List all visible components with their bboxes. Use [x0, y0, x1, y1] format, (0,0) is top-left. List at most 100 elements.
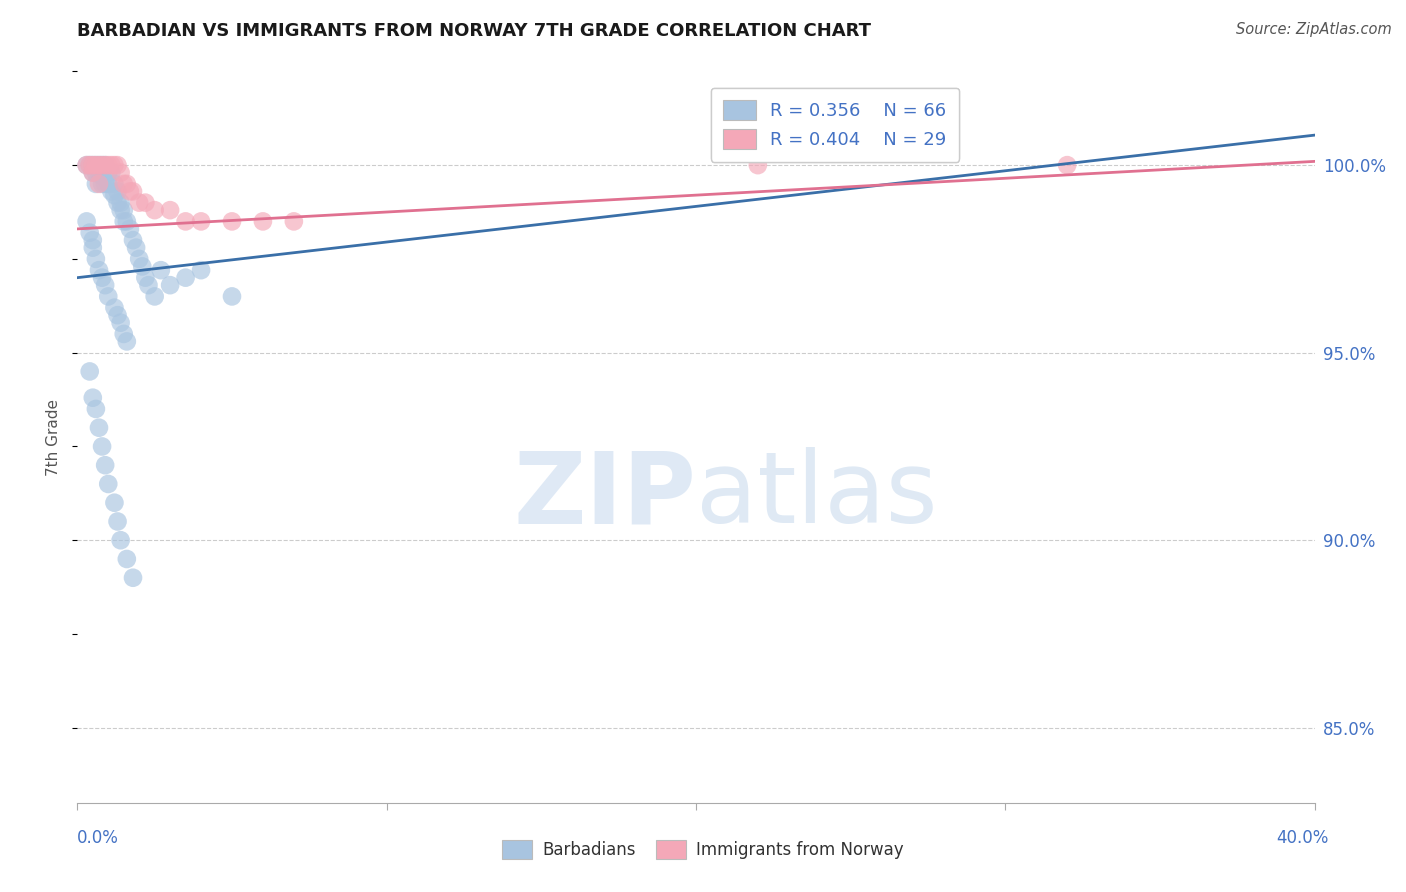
Text: BARBADIAN VS IMMIGRANTS FROM NORWAY 7TH GRADE CORRELATION CHART: BARBADIAN VS IMMIGRANTS FROM NORWAY 7TH … — [77, 22, 872, 40]
Point — [112, 214, 135, 228]
Point — [100, 185, 122, 199]
Point — [149, 263, 172, 277]
Point — [79, 226, 101, 240]
Point — [107, 158, 129, 172]
Point — [84, 252, 107, 266]
Text: atlas: atlas — [696, 447, 938, 544]
Point — [122, 571, 145, 585]
Point — [143, 203, 166, 218]
Point — [79, 158, 101, 172]
Point — [91, 270, 114, 285]
Text: 0.0%: 0.0% — [77, 829, 120, 847]
Point — [122, 233, 145, 247]
Point — [84, 401, 107, 416]
Point — [103, 158, 125, 172]
Point — [87, 420, 110, 434]
Point — [118, 222, 141, 236]
Point — [84, 158, 107, 172]
Point — [103, 177, 125, 191]
Point — [94, 177, 117, 191]
Text: 40.0%: 40.0% — [1277, 829, 1329, 847]
Point — [131, 260, 153, 274]
Point — [103, 496, 125, 510]
Legend: Barbadians, Immigrants from Norway: Barbadians, Immigrants from Norway — [496, 834, 910, 866]
Point — [87, 158, 110, 172]
Point — [221, 289, 243, 303]
Point — [82, 241, 104, 255]
Point — [94, 158, 117, 172]
Point — [97, 177, 120, 191]
Point — [159, 203, 181, 218]
Point — [283, 214, 305, 228]
Point — [110, 203, 132, 218]
Point — [97, 158, 120, 172]
Point — [84, 166, 107, 180]
Point — [94, 458, 117, 473]
Point — [221, 214, 243, 228]
Point — [115, 334, 138, 349]
Point — [87, 158, 110, 172]
Point — [84, 177, 107, 191]
Point — [91, 440, 114, 454]
Point — [76, 158, 98, 172]
Point — [87, 263, 110, 277]
Point — [107, 515, 129, 529]
Point — [76, 158, 98, 172]
Point — [110, 316, 132, 330]
Point — [107, 185, 129, 199]
Point — [138, 278, 160, 293]
Point — [134, 195, 156, 210]
Point — [82, 233, 104, 247]
Point — [91, 169, 114, 184]
Point — [97, 477, 120, 491]
Point — [100, 158, 122, 172]
Point — [103, 301, 125, 315]
Point — [112, 177, 135, 191]
Point — [747, 158, 769, 172]
Point — [82, 158, 104, 172]
Point — [115, 552, 138, 566]
Point — [87, 177, 110, 191]
Point — [115, 177, 138, 191]
Point — [190, 263, 212, 277]
Point — [107, 195, 129, 210]
Point — [79, 158, 101, 172]
Legend: R = 0.356    N = 66, R = 0.404    N = 29: R = 0.356 N = 66, R = 0.404 N = 29 — [710, 87, 959, 161]
Point — [190, 214, 212, 228]
Point — [118, 185, 141, 199]
Point — [128, 252, 150, 266]
Point — [174, 214, 197, 228]
Point — [110, 195, 132, 210]
Point — [91, 177, 114, 191]
Point — [82, 391, 104, 405]
Point — [97, 289, 120, 303]
Point — [159, 278, 181, 293]
Point — [134, 270, 156, 285]
Point — [87, 166, 110, 180]
Point — [107, 308, 129, 322]
Point — [128, 195, 150, 210]
Point — [82, 158, 104, 172]
Point — [103, 188, 125, 202]
Point — [82, 166, 104, 180]
Point — [115, 214, 138, 228]
Point — [110, 166, 132, 180]
Text: ZIP: ZIP — [513, 447, 696, 544]
Point — [112, 326, 135, 341]
Point — [174, 270, 197, 285]
Point — [112, 203, 135, 218]
Y-axis label: 7th Grade: 7th Grade — [46, 399, 62, 475]
Point — [79, 364, 101, 378]
Point — [94, 278, 117, 293]
Point — [91, 158, 114, 172]
Point — [97, 166, 120, 180]
Point — [94, 158, 117, 172]
Text: Source: ZipAtlas.com: Source: ZipAtlas.com — [1236, 22, 1392, 37]
Point — [125, 241, 148, 255]
Point — [110, 533, 132, 548]
Point — [252, 214, 274, 228]
Point — [100, 166, 122, 180]
Point — [82, 166, 104, 180]
Point — [84, 158, 107, 172]
Point — [1056, 158, 1078, 172]
